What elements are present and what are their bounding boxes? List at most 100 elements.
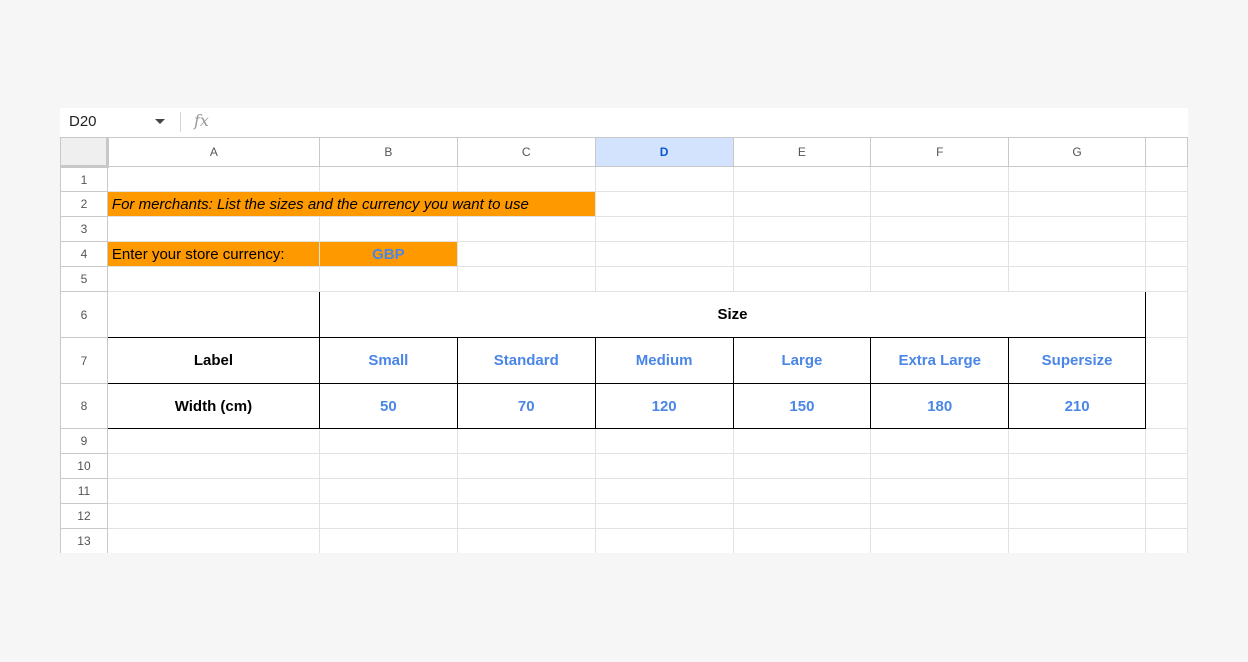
size-label-cell[interactable]: Medium [594, 337, 734, 384]
cell[interactable] [106, 291, 320, 338]
cell[interactable] [1145, 503, 1188, 529]
cell[interactable] [870, 191, 1010, 217]
cell[interactable] [1145, 478, 1188, 504]
cell[interactable] [318, 266, 458, 292]
cell[interactable] [732, 503, 872, 529]
cell[interactable] [1145, 291, 1188, 338]
cell[interactable] [106, 528, 320, 553]
cell[interactable] [1008, 266, 1147, 292]
width-value-cell[interactable]: 50 [318, 383, 458, 429]
cell[interactable] [1008, 478, 1147, 504]
cell[interactable] [456, 428, 596, 454]
cell[interactable] [106, 216, 320, 242]
cell[interactable] [318, 428, 458, 454]
cell[interactable] [1008, 528, 1147, 553]
size-label-cell[interactable]: Small [318, 337, 458, 384]
row-header[interactable]: 12 [60, 503, 108, 529]
cell[interactable] [870, 528, 1010, 553]
column-header-g[interactable]: G [1008, 137, 1147, 167]
cell[interactable] [318, 453, 458, 479]
cell[interactable] [456, 453, 596, 479]
cell[interactable] [456, 216, 596, 242]
cell[interactable] [106, 266, 320, 292]
cell[interactable] [456, 266, 596, 292]
row-header[interactable]: 11 [60, 478, 108, 504]
width-value-cell[interactable]: 150 [732, 383, 872, 429]
cell[interactable] [106, 166, 320, 192]
row-header[interactable]: 13 [60, 528, 108, 553]
cell[interactable] [594, 503, 734, 529]
size-label-cell[interactable]: Large [732, 337, 872, 384]
cell[interactable] [1008, 241, 1147, 267]
cell[interactable] [1008, 453, 1147, 479]
cell[interactable] [456, 503, 596, 529]
cell[interactable] [594, 191, 734, 217]
cell[interactable] [732, 453, 872, 479]
cell[interactable] [1008, 216, 1147, 242]
cell[interactable] [594, 453, 734, 479]
cell[interactable] [732, 428, 872, 454]
column-header-b[interactable]: B [318, 137, 458, 167]
cell[interactable] [594, 428, 734, 454]
row-header[interactable]: 1 [60, 166, 108, 192]
column-header-a[interactable]: A [106, 137, 320, 167]
column-header-c[interactable]: C [456, 137, 596, 167]
cell[interactable] [456, 166, 596, 192]
cell[interactable] [870, 216, 1010, 242]
cell[interactable] [318, 166, 458, 192]
width-value-cell[interactable]: 210 [1008, 383, 1147, 429]
cell[interactable] [1145, 383, 1188, 429]
cell[interactable] [594, 528, 734, 553]
cell[interactable] [318, 528, 458, 553]
cell[interactable] [732, 216, 872, 242]
cell[interactable] [732, 191, 872, 217]
cell[interactable] [732, 241, 872, 267]
cell[interactable] [1145, 337, 1188, 384]
currency-value-cell[interactable]: GBP [318, 241, 458, 267]
column-header-d[interactable]: D [594, 137, 734, 167]
row-header[interactable]: 2 [60, 191, 108, 217]
cell[interactable] [1008, 166, 1147, 192]
cell[interactable] [594, 241, 734, 267]
cell[interactable] [732, 266, 872, 292]
size-header-cell[interactable]: Size [318, 291, 1147, 338]
cell[interactable] [870, 166, 1010, 192]
cell[interactable] [594, 166, 734, 192]
cell[interactable] [1145, 241, 1188, 267]
cell[interactable] [870, 241, 1010, 267]
cell[interactable] [106, 503, 320, 529]
column-header-e[interactable]: E [732, 137, 872, 167]
width-value-cell[interactable]: 180 [870, 383, 1010, 429]
dropdown-arrow-icon[interactable] [155, 119, 165, 124]
column-header-extra[interactable] [1145, 137, 1188, 167]
row-header[interactable]: 7 [60, 337, 108, 384]
merchant-instructions-cell[interactable]: For merchants: List the sizes and the cu… [106, 191, 596, 217]
row-header[interactable]: 9 [60, 428, 108, 454]
column-header-f[interactable]: F [870, 137, 1010, 167]
cell[interactable] [870, 453, 1010, 479]
cell[interactable] [1145, 453, 1188, 479]
currency-label-cell[interactable]: Enter your store currency: [106, 241, 320, 267]
cell[interactable] [1008, 191, 1147, 217]
cell[interactable] [870, 266, 1010, 292]
row-header[interactable]: 3 [60, 216, 108, 242]
cell[interactable] [732, 478, 872, 504]
cell[interactable] [594, 266, 734, 292]
cell[interactable] [456, 528, 596, 553]
row-header[interactable]: 4 [60, 241, 108, 267]
size-label-cell[interactable]: Extra Large [870, 337, 1010, 384]
cell[interactable] [1145, 528, 1188, 553]
cell[interactable] [318, 216, 458, 242]
row-header[interactable]: 5 [60, 266, 108, 292]
size-label-cell[interactable]: Standard [456, 337, 596, 384]
cell[interactable] [456, 241, 596, 267]
name-box[interactable]: D20 [69, 113, 97, 130]
cell[interactable] [318, 503, 458, 529]
cell[interactable] [594, 216, 734, 242]
cell[interactable] [1008, 503, 1147, 529]
label-header-cell[interactable]: Label [106, 337, 320, 384]
cell[interactable] [732, 528, 872, 553]
row-header[interactable]: 6 [60, 291, 108, 338]
select-all-corner[interactable] [60, 137, 109, 168]
width-value-cell[interactable]: 120 [594, 383, 734, 429]
